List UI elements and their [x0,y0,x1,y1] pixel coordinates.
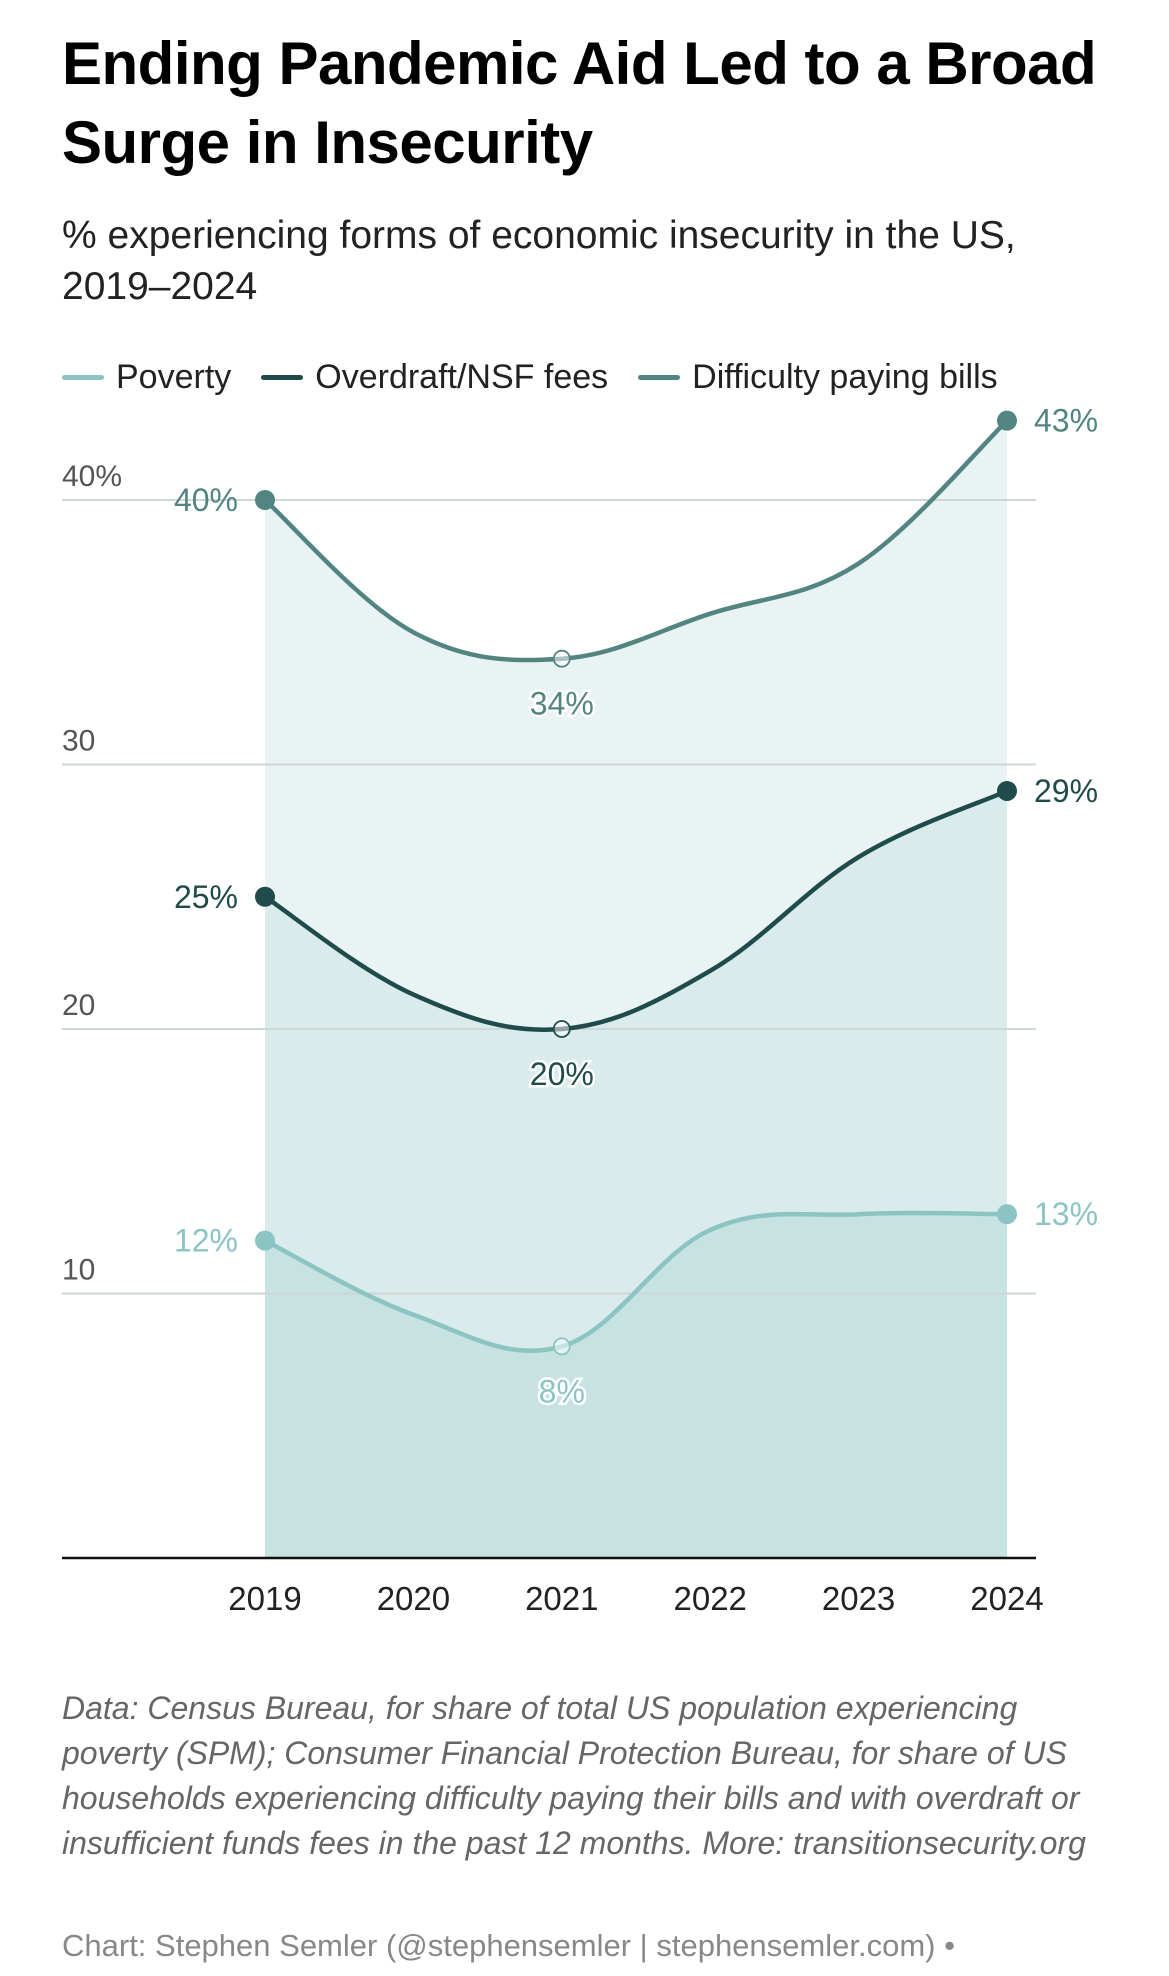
y-tick-label: 20 [62,989,95,1022]
data-point-marker [997,410,1017,431]
chart-title: Ending Pandemic Aid Led to a Broad Surge… [62,30,1097,176]
series-area [265,1212,1007,1558]
y-tick-label: 10 [62,1254,95,1287]
series-line [262,418,1010,663]
data-label: 34% [530,686,594,722]
line-layer [255,410,1017,1356]
data-point-marker [552,1337,571,1356]
data-point-marker [552,649,571,668]
data-point-marker [255,886,275,907]
x-tick-label: 2019 [228,1580,301,1617]
legend-swatch [638,374,681,380]
legend-item: Overdraft/NSF fees [261,358,608,397]
data-label: 25% [174,879,238,915]
legend-swatch [261,374,304,380]
legend-label: Difficulty paying bills [692,357,998,396]
data-point-marker [255,1230,275,1251]
data-label: 43% [1034,403,1098,439]
x-tick-label: 2020 [377,1580,450,1617]
legend-label: Poverty [116,357,232,396]
legend-swatch [62,374,104,380]
line-area-chart: 10 20 30 40% 2019 2020 2021 2022 2023 2024 40% 34% 4… [62,403,1098,1617]
data-label: 13% [1034,1196,1098,1232]
legend-label: Overdraft/NSF fees [315,357,609,396]
chart-credit: Chart: Stephen Semler (@stephensemler | … [62,1928,955,1963]
chart-notes: Data: Census Bureau, for share of total … [62,1690,1086,1861]
data-label: 12% [174,1223,238,1259]
chart-subtitle: % experiencing forms of economic insecur… [62,214,1016,308]
data-point-marker [997,1204,1017,1225]
y-tick-label: 40% [62,460,122,493]
data-point-marker [255,490,275,510]
data-label: 29% [1034,773,1098,809]
label-layer: 2019 2020 2021 2022 2023 2024 40% 34% 43% 25% 20% 2… [174,403,1098,1617]
x-tick-label: 2024 [970,1580,1043,1617]
x-tick-label: 2021 [525,1580,598,1617]
series-line [262,788,1010,1032]
series-line [262,1210,1010,1353]
data-point-marker [552,1020,571,1038]
y-tick-label: 30 [62,725,95,758]
data-label: 20% [530,1056,594,1092]
x-tick-label: 2022 [673,1580,746,1617]
legend-item: Difficulty paying bills [638,358,998,397]
chart-legend: Poverty Overdraft/NSF fees Difficulty payi… [62,352,1028,402]
gridlines: 10 20 30 40% [62,460,1036,1560]
legend-item: Poverty [62,358,231,397]
data-point-marker [997,780,1017,801]
data-label: 8% [539,1373,585,1409]
data-label: 40% [174,482,238,518]
x-tick-label: 2023 [822,1580,895,1617]
area-layer [265,420,1007,1559]
